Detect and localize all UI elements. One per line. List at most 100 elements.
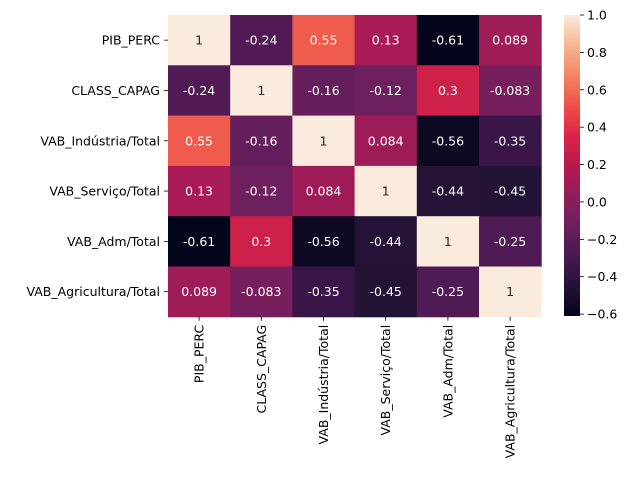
- cell-value-label-4-3: -0.44: [370, 234, 402, 249]
- cell-value-label-3-2: 0.084: [306, 184, 342, 199]
- x-tick-label: VAB_Agricultura/Total: [503, 325, 518, 459]
- cell-value-label-1-2: -0.16: [307, 83, 339, 98]
- heatmap-cell-2-4: [416, 115, 480, 167]
- heatmap-cell-3-4: [416, 165, 480, 217]
- colorbar-tick-label: 0.6: [587, 82, 607, 97]
- cell-value-label-3-4: -0.44: [432, 184, 464, 199]
- heatmap-cell-1-1: [230, 65, 293, 117]
- cell-value-label-5-0: 0.089: [181, 284, 217, 299]
- cell-value-label-0-3: 0.13: [372, 33, 400, 48]
- x-tick-label: CLASS_CAPAG: [254, 325, 269, 414]
- cell-value-label-5-4: -0.25: [432, 284, 464, 299]
- colorbar-tick-label: 0.8: [587, 45, 607, 60]
- cell-value-label-1-4: 0.3: [438, 83, 458, 98]
- colorbar-tick-label: −0.2: [587, 232, 617, 247]
- y-tick-label: PIB_PERC: [102, 33, 161, 48]
- heatmap-cell-0-2: [292, 15, 356, 66]
- colorbar-tick-label: 0.2: [587, 157, 607, 172]
- heatmap-cell-1-2: [292, 65, 356, 117]
- y-tick-label: VAB_Agricultura/Total: [26, 284, 160, 299]
- cell-value-label-3-1: -0.12: [245, 184, 277, 199]
- cell-value-label-2-5: -0.35: [494, 133, 526, 148]
- heatmap-cell-5-1: [230, 266, 293, 318]
- heatmap-cell-2-0: [168, 115, 231, 167]
- cell-value-label-0-1: -0.24: [245, 33, 277, 48]
- cell-value-label-1-5: -0.083: [490, 83, 530, 98]
- cell-value-label-4-2: -0.56: [307, 234, 339, 249]
- heatmap-cell-0-1: [230, 15, 293, 66]
- cell-value-label-3-3: 1: [382, 184, 390, 199]
- cell-value-label-1-3: -0.12: [370, 83, 402, 98]
- heatmap-cell-2-5: [479, 115, 542, 167]
- heatmap-cell-2-1: [230, 115, 293, 167]
- cell-value-label-1-1: 1: [257, 83, 265, 98]
- cell-value-label-5-5: 1: [506, 284, 514, 299]
- heatmap-cell-labels: 1 -0.24 0.55 0.13 -0.61 0.089 -0.24 1 -0.16 -0.12…: [181, 33, 530, 299]
- cell-value-label-4-0: -0.61: [183, 234, 215, 249]
- colorbar-gradient: [564, 15, 580, 316]
- x-axis-tick-labels: PIB_PERC CLASS_CAPAG VAB_Indústria/Total VA…: [192, 316, 518, 459]
- heatmap-cell-0-5: [479, 15, 542, 66]
- cell-value-label-3-5: -0.45: [494, 184, 526, 199]
- heatmap-cell-1-5: [479, 65, 542, 117]
- cell-value-label-1-0: -0.24: [183, 83, 215, 98]
- heatmap-cell-1-3: [354, 65, 418, 117]
- heatmap-cell-3-2: [292, 165, 356, 217]
- cell-value-label-0-2: 0.55: [310, 33, 338, 48]
- heatmap-cell-4-4: [416, 216, 480, 267]
- heatmap-cell-1-0: [168, 65, 231, 117]
- heatmap-cell-5-5: [479, 266, 542, 318]
- y-axis-tick-labels: PIB_PERC CLASS_CAPAG VAB_Indústria/Total VA…: [26, 33, 168, 299]
- heatmap-cell-5-3: [354, 266, 418, 318]
- heatmap-cell-3-3: [354, 165, 418, 217]
- colorbar: 1.0 0.8 0.6 0.4 0.2 0.0 −0.2 −0.4 −0.6: [564, 8, 617, 322]
- y-tick-label: VAB_Adm/Total: [67, 234, 160, 249]
- cell-value-label-2-3: 0.084: [368, 133, 404, 148]
- heatmap-cell-3-5: [479, 165, 542, 217]
- cell-value-label-2-4: -0.56: [432, 133, 464, 148]
- heatmap-cell-4-1: [230, 216, 293, 267]
- x-tick-label: VAB_Indústria/Total: [316, 325, 331, 445]
- cell-value-label-4-5: -0.25: [494, 234, 526, 249]
- heatmap-cell-0-0: [168, 15, 231, 66]
- y-tick-label: VAB_Serviço/Total: [49, 184, 160, 199]
- heatmap-cell-5-0: [168, 266, 231, 318]
- y-tick-label: CLASS_CAPAG: [71, 83, 160, 98]
- heatmap-cell-1-4: [416, 65, 480, 117]
- heatmap-cell-3-1: [230, 165, 293, 217]
- colorbar-tick-label: −0.6: [587, 307, 617, 322]
- x-tick-label: VAB_Adm/Total: [440, 325, 455, 418]
- heatmap-cell-5-4: [416, 266, 480, 318]
- colorbar-tick-label: −0.4: [587, 269, 617, 284]
- cell-value-label-0-0: 1: [195, 33, 203, 48]
- heatmap-cell-0-3: [354, 15, 418, 66]
- y-tick-label: VAB_Indústria/Total: [40, 133, 160, 148]
- heatmap-cell-2-2: [292, 115, 356, 167]
- cell-value-label-0-5: 0.089: [492, 33, 528, 48]
- colorbar-tick-label: 1.0: [587, 8, 607, 23]
- heatmap-cell-0-4: [416, 15, 480, 66]
- x-tick-label: PIB_PERC: [192, 325, 207, 384]
- cell-value-label-2-0: 0.55: [185, 133, 213, 148]
- heatmap-cells: [168, 15, 542, 318]
- colorbar-tick-label: 0.4: [587, 120, 607, 135]
- heatmap-cell-2-3: [354, 115, 418, 167]
- cell-value-label-4-4: 1: [444, 234, 452, 249]
- cell-value-label-4-1: 0.3: [251, 234, 271, 249]
- x-tick-label: VAB_Serviço/Total: [378, 325, 393, 436]
- cell-value-label-5-3: -0.45: [370, 284, 402, 299]
- heatmap-cell-4-5: [479, 216, 542, 267]
- heatmap-cell-5-2: [292, 266, 356, 318]
- colorbar-tick-label: 0.0: [587, 194, 607, 209]
- cell-value-label-3-0: 0.13: [185, 184, 213, 199]
- heatmap-cell-4-2: [292, 216, 356, 267]
- heatmap-cell-4-0: [168, 216, 231, 267]
- cell-value-label-0-4: -0.61: [432, 33, 464, 48]
- cell-value-label-2-1: -0.16: [245, 133, 277, 148]
- heatmap-cell-3-0: [168, 165, 231, 217]
- cell-value-label-5-2: -0.35: [307, 284, 339, 299]
- heatmap-cell-4-3: [354, 216, 418, 267]
- cell-value-label-2-2: 1: [320, 133, 328, 148]
- cell-value-label-5-1: -0.083: [241, 284, 281, 299]
